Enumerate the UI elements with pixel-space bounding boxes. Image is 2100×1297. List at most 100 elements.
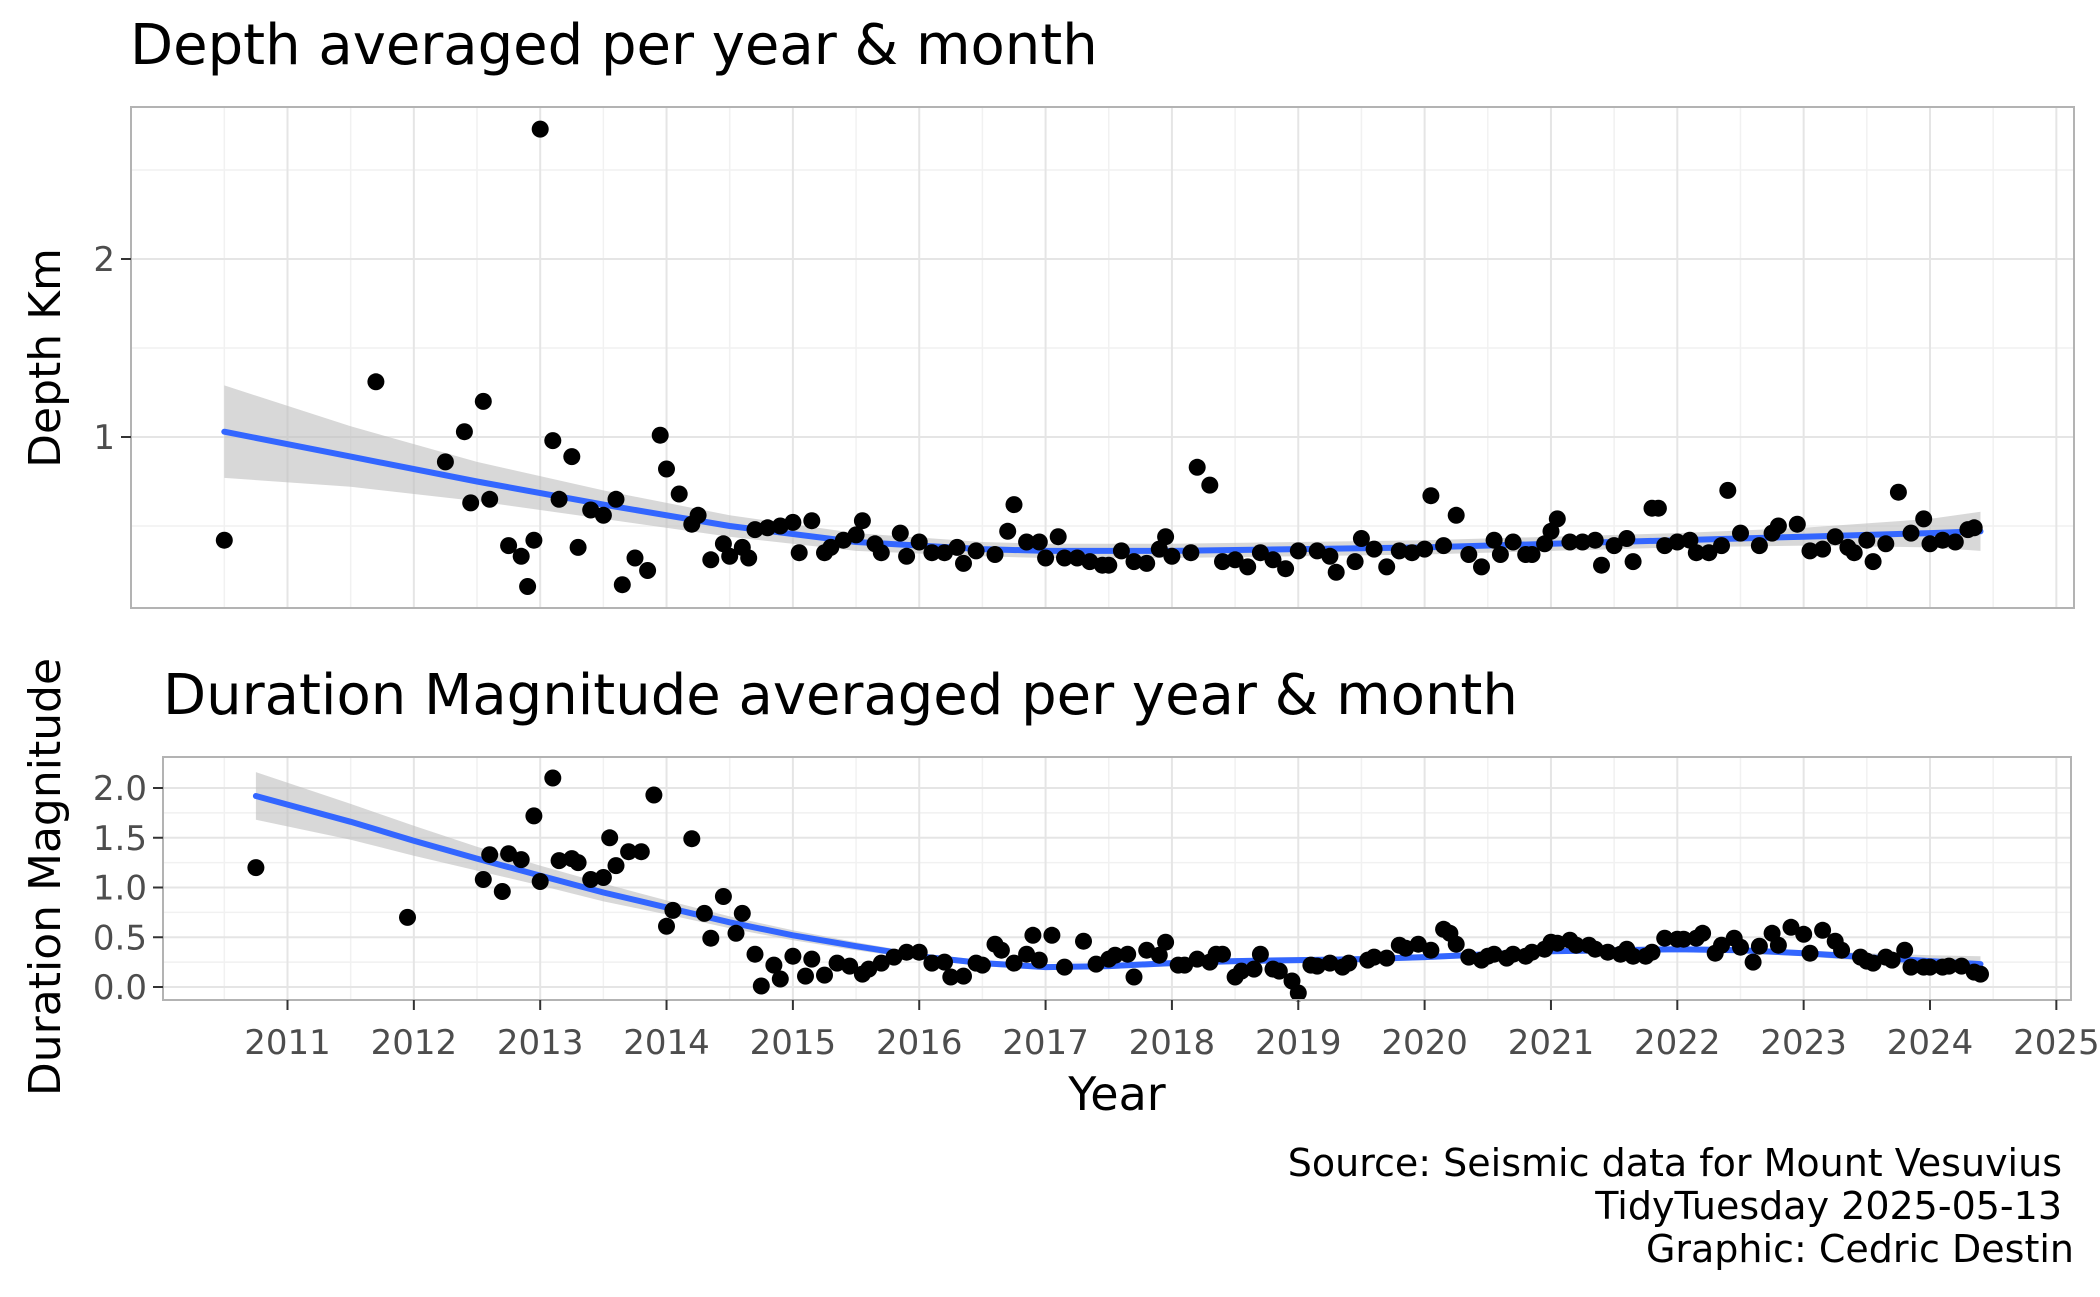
data-point — [582, 501, 600, 519]
data-point — [1713, 936, 1730, 954]
data-point — [1024, 926, 1042, 944]
x-tick-label: 2022 — [1634, 1023, 1721, 1063]
data-point — [544, 432, 562, 450]
data-point — [923, 954, 941, 972]
data-point — [1586, 531, 1604, 549]
bottom-chart-title: Duration Magnitude averaged per year & m… — [163, 663, 1518, 728]
data-point — [1378, 558, 1396, 576]
y-tick-label: 0.5 — [93, 918, 147, 958]
data-point — [702, 551, 720, 569]
data-point — [1814, 921, 1832, 939]
data-point — [1561, 533, 1579, 551]
data-point — [1163, 547, 1181, 565]
data-point — [1915, 510, 1933, 528]
data-point — [834, 531, 852, 549]
data-point — [891, 524, 909, 542]
data-point — [1858, 531, 1876, 549]
data-point — [797, 967, 814, 985]
data-point — [1599, 943, 1617, 961]
x-tick-label: 2012 — [371, 1023, 458, 1063]
data-point — [632, 843, 650, 861]
x-axis-label: Year — [1067, 1067, 1165, 1121]
data-point — [1864, 954, 1882, 972]
data-point — [544, 769, 562, 787]
data-point — [1112, 542, 1130, 560]
top-points — [215, 120, 1983, 595]
data-point — [942, 968, 960, 986]
data-point — [721, 547, 739, 565]
data-point — [582, 871, 600, 888]
data-point — [1845, 544, 1863, 562]
panel-background — [131, 107, 2074, 608]
data-point — [1201, 476, 1219, 494]
x-tick-label: 2014 — [623, 1023, 710, 1063]
data-point — [1214, 553, 1231, 571]
data-point — [215, 531, 233, 549]
data-point — [1422, 941, 1440, 959]
data-point — [1018, 945, 1036, 963]
data-point — [714, 535, 732, 553]
data-point — [1340, 954, 1358, 972]
data-point — [658, 917, 675, 935]
data-point — [367, 373, 385, 391]
data-point — [1182, 544, 1200, 562]
x-tick-label: 2015 — [750, 1023, 837, 1063]
data-point — [1940, 957, 1958, 975]
y-tick-label: 1 — [93, 418, 115, 458]
data-point — [936, 953, 953, 971]
data-point — [1889, 483, 1907, 501]
data-point — [1574, 533, 1591, 551]
data-point — [1548, 510, 1566, 528]
data-point — [1826, 528, 1844, 546]
y-tick-label: 1.0 — [93, 869, 147, 909]
data-point — [1896, 941, 1914, 959]
data-point — [1593, 556, 1610, 574]
caption-tidytuesday: TidyTuesday 2025-05-13 — [1594, 1184, 2062, 1228]
data-point — [1643, 943, 1661, 961]
caption-source: Source: Seismic data for Mount Vesuvius — [1288, 1141, 2062, 1185]
data-point — [1536, 535, 1554, 553]
data-point — [607, 857, 625, 875]
data-point — [1226, 551, 1244, 569]
top-y-axis-label: Depth Km — [20, 248, 71, 468]
data-point — [803, 950, 821, 968]
data-point — [1485, 531, 1503, 549]
data-point — [910, 533, 928, 551]
bottom-panel-border — [162, 756, 2072, 1001]
y-tick-label: 2.0 — [93, 769, 147, 809]
data-point — [1390, 542, 1408, 560]
data-point — [822, 538, 840, 556]
data-point — [531, 120, 549, 138]
data-point — [569, 854, 587, 872]
data-point — [1504, 533, 1522, 551]
data-point — [613, 576, 631, 594]
data-point — [1447, 935, 1465, 953]
data-point — [841, 957, 859, 975]
data-point — [1668, 533, 1686, 551]
data-point — [1119, 945, 1137, 963]
data-point — [481, 846, 499, 864]
data-point — [1005, 954, 1023, 972]
data-point — [1567, 936, 1585, 954]
top-grid — [131, 107, 2074, 608]
data-point — [399, 908, 416, 926]
data-point — [1460, 948, 1478, 966]
data-point — [1157, 528, 1175, 546]
data-point — [1365, 540, 1383, 558]
data-point — [1801, 542, 1819, 560]
data-point — [462, 494, 480, 512]
data-point — [1687, 544, 1705, 562]
data-point — [1864, 553, 1882, 571]
data-point — [746, 945, 764, 963]
x-tick-label: 2016 — [876, 1023, 963, 1063]
data-point — [898, 547, 916, 565]
data-point — [727, 924, 745, 942]
data-point — [898, 943, 916, 961]
bottom-points — [247, 769, 1989, 1002]
data-point — [1150, 946, 1168, 964]
data-point — [1030, 533, 1048, 551]
data-point — [1972, 965, 1989, 983]
data-point — [1460, 546, 1478, 563]
data-point — [1308, 542, 1326, 560]
